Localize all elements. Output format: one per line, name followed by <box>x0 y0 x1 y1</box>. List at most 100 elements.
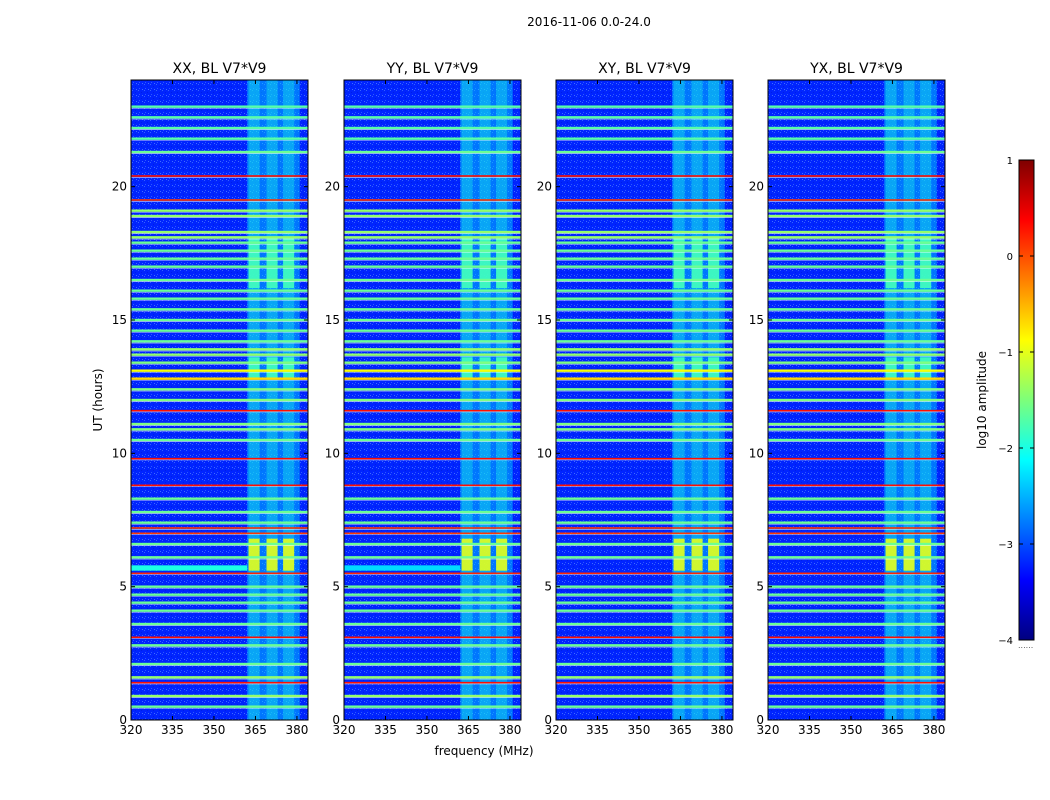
x-tick-label: 335 <box>374 723 397 737</box>
flagged-row <box>768 105 945 108</box>
flagged-row <box>556 457 733 460</box>
flagged-row <box>556 377 733 380</box>
extra-band <box>344 565 461 571</box>
flagged-row <box>768 241 945 244</box>
rfi-burst <box>903 237 915 288</box>
flagged-row <box>131 105 308 108</box>
flagged-row <box>344 681 521 684</box>
flagged-row <box>768 457 945 460</box>
panel-frame <box>343 79 522 721</box>
flagged-row <box>768 348 945 351</box>
x-axis-label: frequency (MHz) <box>434 744 533 758</box>
flagged-row <box>131 150 308 154</box>
flagged-row <box>131 249 308 252</box>
flagged-row <box>768 676 945 679</box>
colorbar-tick-label: −1 <box>998 348 1013 359</box>
flagged-row <box>556 521 733 524</box>
flagged-row <box>131 214 308 218</box>
flagged-row <box>131 497 308 500</box>
panel-title: YX, BL V7*V9 <box>809 61 903 77</box>
flagged-row <box>768 497 945 500</box>
flagged-row <box>768 126 945 130</box>
flagged-row <box>768 556 945 559</box>
flagged-row <box>556 236 733 239</box>
rfi-burst <box>496 237 508 288</box>
x-tick-label: 320 <box>120 723 143 737</box>
flagged-row <box>344 369 521 372</box>
suptitle: 2016-11-06 0.0-24.0 <box>527 15 651 29</box>
panel: YY, BL V7*V9 320 335 350 365 380 0 5 10 15 20 <box>325 61 522 737</box>
flagged-row <box>131 175 308 177</box>
flagged-row <box>768 622 945 626</box>
flagged-row <box>556 676 733 679</box>
flagged-row <box>556 361 733 364</box>
flagged-row <box>131 556 308 559</box>
flagged-row <box>131 572 308 575</box>
flagged-row <box>131 601 308 604</box>
y-tick-label: 0 <box>332 713 340 727</box>
flagged-row <box>344 209 521 212</box>
panel-frame <box>130 79 309 721</box>
flagged-row <box>768 572 945 575</box>
colorbar-dots: ...... <box>1018 641 1033 650</box>
flagged-row <box>556 105 733 108</box>
flagged-row <box>344 105 521 108</box>
flagged-row <box>768 636 945 639</box>
flagged-row <box>344 422 521 426</box>
x-tick-label: 350 <box>840 723 863 737</box>
flagged-row <box>556 241 733 244</box>
panel-title: YY, BL V7*V9 <box>386 61 479 77</box>
rfi-burst <box>479 357 491 379</box>
flagged-row <box>344 484 521 487</box>
flagged-row <box>556 438 733 442</box>
flagged-row <box>556 116 733 119</box>
flagged-row <box>556 353 733 356</box>
flagged-row <box>131 527 308 529</box>
flagged-row <box>131 388 308 391</box>
flagged-row <box>131 340 308 343</box>
rfi-burst <box>885 538 897 571</box>
flagged-row <box>768 361 945 364</box>
flagged-row <box>344 694 521 698</box>
flagged-row <box>768 542 945 546</box>
y-tick-label: 20 <box>749 180 764 194</box>
flagged-row <box>344 353 521 356</box>
y-tick-label: 10 <box>537 446 552 460</box>
flagged-row <box>131 705 308 708</box>
flagged-row <box>768 353 945 356</box>
flagged-row <box>344 126 521 130</box>
flagged-row <box>344 236 521 239</box>
flagged-row <box>556 422 733 426</box>
flagged-row <box>131 377 308 380</box>
flagged-row <box>768 150 945 154</box>
flagged-row <box>556 636 733 639</box>
flagged-row <box>131 137 308 140</box>
rfi-burst <box>920 357 932 379</box>
flagged-row <box>556 150 733 154</box>
flagged-row <box>768 116 945 119</box>
x-tick-label: 335 <box>798 723 821 737</box>
y-tick-label: 20 <box>537 180 552 194</box>
flagged-row <box>768 209 945 212</box>
flagged-row <box>131 484 308 487</box>
y-tick-label: 10 <box>749 446 764 460</box>
flagged-row <box>768 137 945 140</box>
flagged-row <box>131 521 308 524</box>
x-tick-label: 380 <box>922 723 945 737</box>
flagged-row <box>556 257 733 260</box>
flagged-row <box>768 257 945 260</box>
flagged-row <box>556 289 733 292</box>
flagged-row <box>556 369 733 372</box>
flagged-row <box>768 438 945 442</box>
rfi-burst <box>673 538 685 571</box>
panel-frame <box>555 79 734 721</box>
flagged-row <box>344 297 521 300</box>
rfi-burst <box>885 357 897 379</box>
flagged-row <box>344 377 521 380</box>
flagged-row <box>768 681 945 684</box>
flagged-row <box>768 377 945 380</box>
flagged-row <box>344 428 521 431</box>
flagged-row <box>556 484 733 487</box>
flagged-row <box>344 150 521 154</box>
x-tick-label: 365 <box>669 723 692 737</box>
